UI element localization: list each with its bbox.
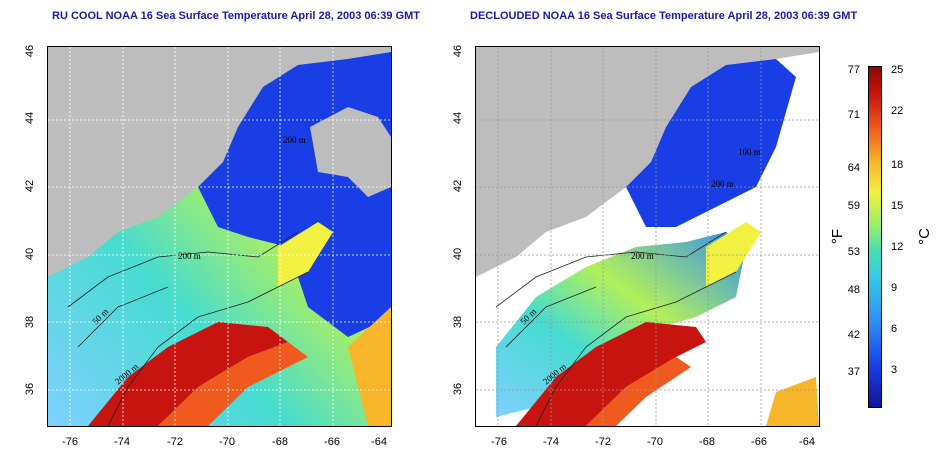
contour-label: 200 m — [178, 251, 201, 261]
warm-patch-south — [348, 307, 391, 426]
celsius-tick-label: 9 — [891, 282, 898, 294]
contour-label: 200 m — [283, 135, 306, 145]
ocean-field — [496, 232, 746, 417]
isobath-200m — [67, 231, 299, 308]
land-area — [476, 47, 819, 277]
y-tick-label: 40 — [452, 247, 464, 261]
isobath-2000m — [535, 271, 737, 426]
gulf-stream-edge — [586, 357, 691, 426]
lat-lon-grid — [476, 47, 819, 426]
x-tick-label: -70 — [647, 436, 663, 448]
fahrenheit-tick-label: 37 — [847, 366, 860, 378]
cold-water-region — [626, 59, 796, 227]
fahrenheit-tick-label: 53 — [847, 246, 860, 258]
x-tick-label: -68 — [699, 436, 715, 448]
gulf-stream-edge — [158, 342, 308, 426]
x-tick-label: -74 — [543, 436, 559, 448]
x-tick-label: -66 — [324, 436, 340, 448]
x-tick-label: -64 — [371, 436, 387, 448]
y-tick-label: 46 — [452, 44, 464, 58]
x-tick-label: -76 — [62, 436, 78, 448]
fahrenheit-tick-label: 48 — [847, 284, 860, 296]
x-tick-label: -68 — [272, 436, 288, 448]
raw-sst-map[interactable]: 200 m 200 m 50 m 2000 m — [47, 46, 392, 427]
y-tick-label: 38 — [452, 315, 464, 329]
y-tick-label: 36 — [24, 382, 36, 396]
temperature-colorbar — [868, 66, 882, 408]
celsius-tick-label: 22 — [891, 105, 904, 117]
warm-core-ring — [706, 222, 761, 287]
x-tick-label: -72 — [595, 436, 611, 448]
warm-core-ring — [278, 222, 333, 287]
x-tick-label: -64 — [799, 436, 815, 448]
y-tick-label: 42 — [452, 179, 464, 193]
y-tick-label: 44 — [24, 111, 36, 125]
declouded-sst-map[interactable]: 100 m 200 m 200 m 50 m 2000 m — [475, 46, 820, 427]
fahrenheit-unit-label: °F — [829, 228, 847, 245]
gulf-stream-core — [88, 322, 288, 426]
warm-patch-south — [766, 377, 819, 426]
y-tick-label: 46 — [24, 44, 36, 58]
x-tick-label: -66 — [751, 436, 767, 448]
celsius-tick-label: 15 — [891, 200, 904, 212]
land-nova-scotia — [310, 107, 391, 197]
isobath-50m — [505, 286, 597, 348]
celsius-unit-label: °C — [915, 228, 933, 245]
fahrenheit-tick-label: 77 — [847, 64, 860, 76]
left-panel-title: RU COOL NOAA 16 Sea Surface Temperature … — [52, 10, 421, 22]
x-tick-label: -70 — [219, 436, 235, 448]
gulf-stream-core — [516, 322, 706, 426]
y-tick-label: 42 — [24, 179, 36, 193]
celsius-tick-label: 12 — [891, 241, 904, 253]
fahrenheit-tick-label: 59 — [847, 200, 860, 212]
y-tick-label: 36 — [452, 382, 464, 396]
x-tick-label: -74 — [114, 436, 130, 448]
fahrenheit-tick-label: 42 — [847, 329, 860, 341]
y-tick-label: 44 — [452, 111, 464, 125]
y-tick-label: 40 — [24, 247, 36, 261]
isobath-50m — [77, 286, 169, 348]
lat-lon-grid — [48, 47, 391, 426]
isobath-2000m — [107, 271, 309, 426]
isobath-200m — [495, 231, 727, 308]
raw-sst-map-graphic: 200 m 200 m 50 m 2000 m — [48, 47, 391, 426]
x-tick-label: -76 — [491, 436, 507, 448]
celsius-tick-label: 25 — [891, 64, 904, 76]
fahrenheit-tick-label: 71 — [847, 109, 860, 121]
fahrenheit-tick-label: 64 — [847, 162, 860, 174]
right-panel-title: DECLOUDED NOAA 16 Sea Surface Temperatur… — [470, 10, 858, 22]
celsius-tick-label: 6 — [891, 323, 898, 335]
contour-label: 100 m — [738, 147, 761, 157]
x-tick-label: -72 — [167, 436, 183, 448]
celsius-tick-label: 18 — [891, 159, 904, 171]
contour-label: 200 m — [631, 251, 654, 261]
declouded-sst-map-graphic: 100 m 200 m 200 m 50 m 2000 m — [476, 47, 819, 426]
contour-label: 200 m — [711, 179, 734, 189]
y-tick-label: 38 — [24, 315, 36, 329]
celsius-tick-label: 3 — [891, 364, 898, 376]
